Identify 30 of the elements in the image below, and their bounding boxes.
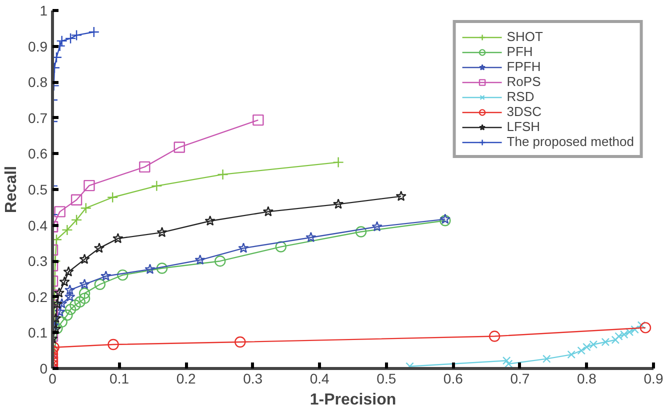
y-tick-label: 0.8 [28,74,48,90]
legend-label: The proposed method [506,134,634,149]
x-tick-label: 0.6 [443,370,464,386]
y-tick-label: 0.5 [28,182,48,198]
y-tick-label: 1 [40,2,48,18]
legend-label: LFSH [506,119,540,134]
x-axis-title: 1-Precision [310,392,396,408]
x-tick-label: 0.3 [243,370,263,386]
x-tick-label: 0.2 [176,370,196,386]
x-tick-label: 0.7 [510,370,530,386]
x-tick-label: 0.4 [310,370,330,386]
y-tick-label: 0.7 [28,110,48,126]
y-tick-label: 0.1 [28,324,48,341]
y-tick-label: 0.6 [28,146,48,162]
y-tick-label: 0.2 [28,288,48,305]
y-tick-label: 0 [40,360,48,376]
y-tick-label: 0.9 [28,38,48,54]
y-axis-title: Recall [3,166,20,214]
legend-label: PFH [506,44,533,59]
legend-label: FPFH [506,59,541,74]
x-tick-label: 0.8 [576,370,597,386]
x-tick-label: 0.9 [644,370,664,386]
x-tick-label: 0.1 [110,370,130,386]
y-tick-label: 0.3 [28,253,48,270]
x-tick-label: 0.5 [376,370,396,386]
legend-label: RSD [506,89,534,104]
legend-label: SHOT [506,29,543,44]
y-tick-label: 0.4 [28,217,48,234]
legend-label: RoPS [506,74,541,89]
legend-label: 3DSC [506,104,542,119]
